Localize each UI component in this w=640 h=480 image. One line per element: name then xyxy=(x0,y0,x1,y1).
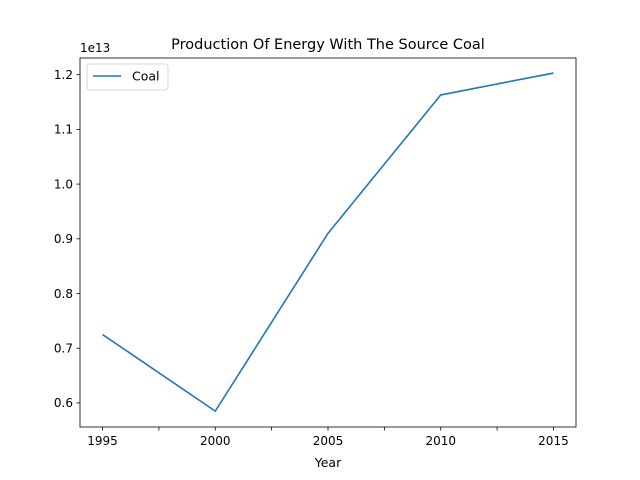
x-tick-label: 2005 xyxy=(313,434,344,448)
series-line-coal xyxy=(102,72,554,412)
x-axis-label: Year xyxy=(314,455,342,470)
x-axis: 1995 2000 2005 2010 2015 xyxy=(87,427,569,448)
x-tick-label: 2015 xyxy=(538,434,569,448)
y-tick-label: 0.7 xyxy=(54,342,73,356)
legend-box xyxy=(86,63,169,91)
y-axis-offset-label: 1e13 xyxy=(80,41,110,55)
y-tick-label: 0.9 xyxy=(54,232,73,246)
x-tick-label: 2010 xyxy=(425,434,456,448)
x-tick-label: 1995 xyxy=(87,434,118,448)
y-tick-label: 0.6 xyxy=(54,396,73,410)
series-lines xyxy=(102,72,554,412)
legend-label: Coal xyxy=(132,69,160,84)
y-tick-label: 1.2 xyxy=(54,68,73,82)
chart-title: Production Of Energy With The Source Coa… xyxy=(171,37,485,53)
y-tick-label: 1.0 xyxy=(54,177,73,191)
plot-frame xyxy=(79,57,577,428)
y-tick-label: 0.8 xyxy=(54,287,73,301)
y-tick-label: 1.1 xyxy=(54,123,73,137)
plot-area xyxy=(79,57,577,428)
legend: Coal xyxy=(86,63,169,91)
y-axis: 0.6 0.7 0.8 0.9 1.0 1.1 1.2 xyxy=(54,68,80,410)
x-tick-label: 2000 xyxy=(200,434,231,448)
